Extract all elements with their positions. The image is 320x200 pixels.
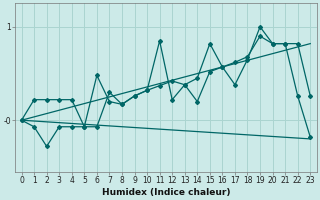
X-axis label: Humidex (Indice chaleur): Humidex (Indice chaleur) (102, 188, 230, 197)
